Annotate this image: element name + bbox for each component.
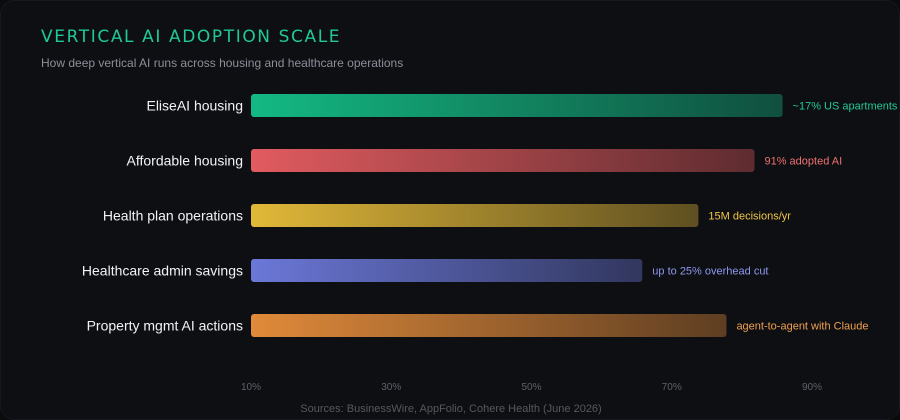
x-tick-label: 90% — [802, 382, 822, 393]
chart-subtitle: How deep vertical AI runs across housing… — [41, 56, 404, 70]
category-label-health-plan-operations: Health plan operations — [103, 208, 243, 224]
bar-affordable-housing — [251, 149, 755, 172]
x-tick-label: 30% — [381, 382, 401, 393]
bar-healthcare-admin-savings — [251, 259, 643, 282]
bar-health-plan-operations — [251, 204, 699, 227]
category-label-healthcare-admin-savings: Healthcare admin savings — [82, 263, 243, 279]
data-label-healthcare-admin-savings: up to 25% overhead cut — [652, 266, 768, 278]
x-axis-ticks: 10% 30% 50% 70% 90% — [241, 382, 822, 393]
data-label-eliseai-housing: ~17% US apartments — [793, 101, 898, 113]
sources-footnote: Sources: BusinessWire, AppFolio, Cohere … — [300, 403, 602, 415]
x-tick-label: 50% — [521, 382, 541, 393]
data-label-affordable-housing: 91% adopted AI — [764, 156, 842, 168]
category-label-eliseai-housing: EliseAI housing — [146, 98, 243, 114]
category-label-property-mgmt-ai-actions: Property mgmt AI actions — [87, 318, 243, 334]
category-label-affordable-housing: Affordable housing — [127, 153, 244, 169]
bars-layer: EliseAI housing ~17% US apartments Afforda… — [82, 94, 898, 337]
x-tick-label: 10% — [241, 382, 261, 393]
x-tick-label: 70% — [662, 382, 682, 393]
bar-eliseai-housing — [251, 94, 783, 117]
bar-property-mgmt-ai-actions — [251, 314, 727, 337]
chart-title: VERTICAL AI ADOPTION SCALE — [41, 27, 342, 47]
data-label-health-plan-operations: 15M decisions/yr — [708, 211, 791, 223]
data-label-property-mgmt-ai-actions: agent-to-agent with Claude — [736, 321, 868, 333]
